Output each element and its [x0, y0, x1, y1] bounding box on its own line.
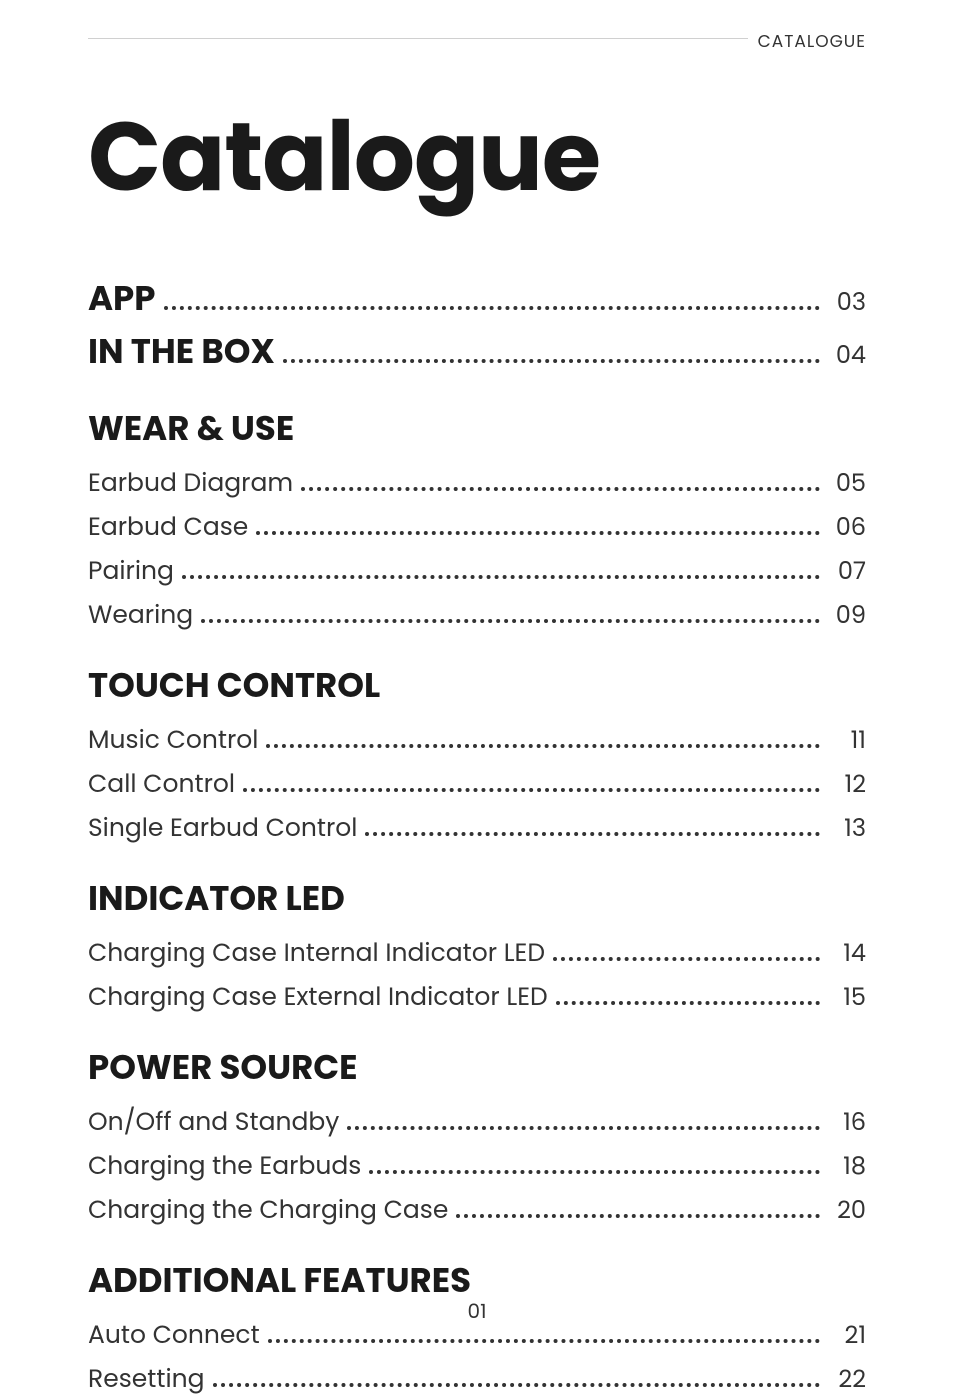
- toc-page: 09: [828, 598, 866, 633]
- toc-page: 07: [828, 554, 866, 589]
- toc-label: Music Control: [88, 721, 258, 759]
- toc-page: 03: [828, 285, 866, 320]
- toc-row: Music Control 11: [88, 721, 866, 759]
- section-title: WEAR & USE: [88, 403, 866, 454]
- toc-label: Resetting: [88, 1360, 205, 1398]
- toc-page: 20: [828, 1193, 866, 1228]
- toc-page: 11: [828, 723, 866, 758]
- toc-dots: [243, 788, 820, 792]
- toc-dots: [268, 1339, 820, 1343]
- toc-label: Earbud Case: [88, 508, 248, 546]
- toc-dots: [283, 359, 820, 363]
- toc-row: Call Control 12: [88, 765, 866, 803]
- toc-label: Call Control: [88, 765, 235, 803]
- toc-row: Wearing 09: [88, 596, 866, 634]
- toc-page: 14: [828, 936, 866, 971]
- toc-dots: [182, 575, 820, 579]
- section-title: TOUCH CONTROL: [88, 660, 866, 711]
- toc-label: Charging the Earbuds: [88, 1147, 361, 1185]
- toc-dots: [456, 1214, 820, 1218]
- toc-label: Charging Case External Indicator LED: [88, 978, 548, 1016]
- toc-row-major: IN THE BOX 04: [88, 326, 866, 377]
- toc-row: Resetting 22: [88, 1360, 866, 1398]
- toc-page: 13: [828, 811, 866, 846]
- toc-page: 16: [828, 1105, 866, 1140]
- toc-label: On/Off and Standby: [88, 1103, 339, 1141]
- toc-row-major: APP 03: [88, 273, 866, 324]
- toc-row: Earbud Diagram 05: [88, 464, 866, 502]
- toc-label: Wearing: [88, 596, 193, 634]
- toc-dots: [256, 531, 820, 535]
- toc-dots: [369, 1170, 820, 1174]
- toc-row: Charging Case External Indicator LED 15: [88, 978, 866, 1016]
- toc-row: Charging the Charging Case 20: [88, 1191, 866, 1229]
- toc-row: On/Off and Standby 16: [88, 1103, 866, 1141]
- toc-row: Pairing 07: [88, 552, 866, 590]
- toc-label: Charging Case Internal Indicator LED: [88, 934, 545, 972]
- toc-row: Charging the Earbuds 18: [88, 1147, 866, 1185]
- toc-row: Single Earbud Control 13: [88, 809, 866, 847]
- toc-page: 04: [828, 338, 866, 373]
- toc-dots: [213, 1383, 820, 1387]
- toc-page: 05: [828, 466, 866, 501]
- page-title: Catalogue: [88, 84, 866, 229]
- toc-row: Earbud Case 06: [88, 508, 866, 546]
- toc-label: IN THE BOX: [88, 326, 275, 377]
- toc-dots: [201, 619, 820, 623]
- toc-label: Earbud Diagram: [88, 464, 293, 502]
- toc-label: APP: [88, 273, 156, 324]
- toc-dots: [266, 744, 820, 748]
- section-title: POWER SOURCE: [88, 1042, 866, 1093]
- toc-page: 22: [828, 1362, 866, 1397]
- toc-label: Single Earbud Control: [88, 809, 357, 847]
- toc-dots: [347, 1126, 820, 1130]
- toc-dots: [556, 1001, 820, 1005]
- toc-label: Pairing: [88, 552, 174, 590]
- toc-dots: [164, 306, 821, 310]
- toc-label: Charging the Charging Case: [88, 1191, 448, 1229]
- toc-page: 18: [828, 1149, 866, 1184]
- toc-row: Charging Case Internal Indicator LED 14: [88, 934, 866, 972]
- header-label: CATALOGUE: [748, 28, 866, 54]
- footer-page-number: 01: [0, 1296, 954, 1326]
- toc-dots: [365, 832, 820, 836]
- toc-page: 12: [828, 767, 866, 802]
- toc-page: 15: [828, 980, 866, 1015]
- section-title: INDICATOR LED: [88, 873, 866, 924]
- toc-page: 06: [828, 510, 866, 545]
- toc-dots: [553, 957, 820, 961]
- toc-dots: [301, 487, 820, 491]
